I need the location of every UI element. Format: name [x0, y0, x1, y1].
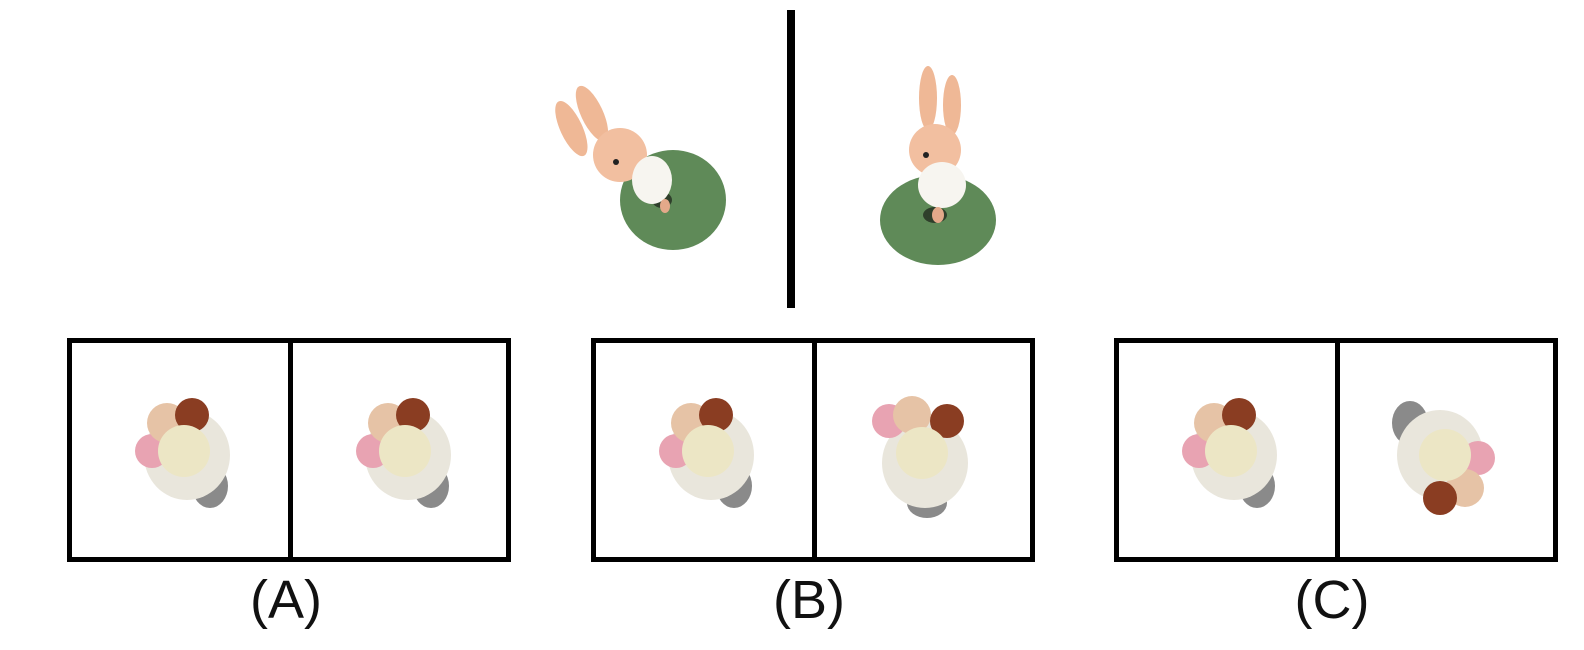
reference-rabbit-right — [860, 60, 1020, 270]
option-c-right-view — [1340, 343, 1553, 557]
reference-rabbit-left — [540, 80, 750, 270]
option-a-right-view — [293, 343, 506, 557]
option-c-divider — [1335, 343, 1340, 557]
option-b-left-view — [596, 343, 812, 557]
option-a-box[interactable] — [67, 338, 511, 562]
option-a-label: (A) — [250, 570, 322, 630]
option-c-label: (C) — [1294, 570, 1370, 630]
option-a-left-view — [72, 343, 288, 557]
option-c-box[interactable] — [1114, 338, 1558, 562]
option-c-left-view — [1119, 343, 1335, 557]
option-b-divider — [812, 343, 817, 557]
option-b-label: (B) — [773, 570, 845, 630]
option-b-box[interactable] — [591, 338, 1035, 562]
reference-divider — [787, 10, 795, 308]
option-a-divider — [288, 343, 293, 557]
option-b-right-view — [817, 343, 1030, 557]
